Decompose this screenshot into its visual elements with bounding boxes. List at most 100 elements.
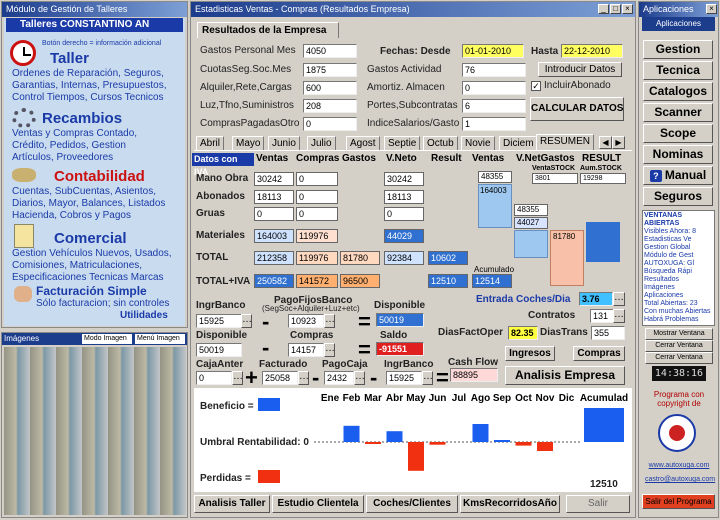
saldo-value[interactable]: -91551: [376, 342, 424, 356]
row-value[interactable]: 119976: [296, 251, 338, 265]
tab-junio[interactable]: Junio: [268, 136, 300, 150]
tab-resumen[interactable]: RESUMEN: [536, 134, 595, 150]
row-value[interactable]: 141572: [296, 274, 338, 288]
pagocaja-more-button[interactable]: …: [354, 371, 365, 385]
row-value[interactable]: 30242: [384, 172, 424, 186]
close-button[interactable]: ×: [622, 4, 633, 14]
caja-value[interactable]: 0: [196, 371, 232, 385]
section-comercial-title[interactable]: Comercial: [54, 230, 127, 247]
fact-simple-title[interactable]: Facturación Simple: [36, 284, 147, 298]
row-value[interactable]: 119976: [296, 229, 338, 243]
caja-more-button[interactable]: …: [232, 371, 243, 385]
row-value[interactable]: 0: [296, 207, 338, 221]
calcular-datos-button[interactable]: CALCULAR DATOS: [530, 97, 624, 121]
tab-octub[interactable]: Octub: [423, 136, 458, 150]
ingrbanco2-value[interactable]: 15925: [386, 371, 422, 385]
pagofijos-more-button[interactable]: …: [324, 314, 335, 328]
row-value[interactable]: 0: [296, 172, 338, 186]
gastos-personal-input[interactable]: 4050: [303, 44, 357, 58]
ingrbanco2-more-button[interactable]: …: [422, 371, 433, 385]
tab-diciem[interactable]: Diciem: [499, 136, 538, 150]
gastos-actividad-input[interactable]: 76: [462, 63, 526, 77]
menu-imagen-dropdown[interactable]: Menú Imagen: [135, 334, 185, 344]
document-icon[interactable]: [14, 224, 34, 248]
row-value[interactable]: 12510: [428, 274, 468, 288]
clock-icon[interactable]: [10, 40, 36, 66]
incluir-abonado-checkbox[interactable]: ✓: [531, 81, 541, 91]
section-recambios-title[interactable]: Recambios: [42, 110, 123, 127]
ingresos-button[interactable]: Ingresos: [505, 346, 555, 361]
contratos-value[interactable]: 131: [590, 309, 614, 323]
left-window-titlebar[interactable]: Módulo de Gestión de Talleres: [2, 2, 187, 17]
tecnica-button[interactable]: Tecnica: [643, 61, 713, 80]
list-item[interactable]: Resultados: [644, 276, 680, 283]
open-windows-list[interactable]: VENTANAS ABIERTAS Visibles Ahora: 8 Esta…: [642, 210, 715, 326]
entrada-coches-value[interactable]: 3.76: [579, 292, 613, 306]
analisis-taller-button[interactable]: Analisis Taller: [194, 495, 270, 513]
row-value[interactable]: 250582: [254, 274, 294, 288]
section-contabilidad-title[interactable]: Contabilidad: [54, 168, 145, 185]
introducir-datos-button[interactable]: Introducir Datos: [538, 62, 622, 77]
list-item[interactable]: Módulo de Gest: [644, 252, 694, 259]
tab-novie[interactable]: Novie: [461, 136, 495, 150]
row-value[interactable]: 44029: [384, 229, 424, 243]
diastrans-value[interactable]: 355: [591, 326, 625, 340]
compras-value[interactable]: 14157: [288, 343, 324, 357]
kms-recorridos-button[interactable]: KmsRecorridosAño: [460, 495, 560, 513]
tab-scroll-right-button[interactable]: ▶: [612, 136, 625, 149]
gestion-button[interactable]: Gestion: [643, 40, 713, 59]
list-item[interactable]: Aplicaciones: [644, 292, 684, 299]
portes-input[interactable]: 6: [462, 99, 526, 113]
diasfact-value[interactable]: 82.35: [508, 326, 538, 340]
utilidades-link[interactable]: Utilidades: [120, 310, 168, 321]
row-value[interactable]: 92384: [384, 251, 424, 265]
row-value[interactable]: 30242: [254, 172, 294, 186]
hasta-date-input[interactable]: 22-12-2010: [561, 44, 623, 58]
list-item[interactable]: Búsqueda Rápi: [644, 268, 692, 275]
tab-agost[interactable]: Agost: [346, 136, 380, 150]
apps-titlebar[interactable]: Aplicaciones: [639, 2, 718, 17]
row-value[interactable]: 164003: [254, 229, 294, 243]
apps-close-button[interactable]: ×: [706, 4, 717, 14]
nominas-button[interactable]: Nominas: [643, 145, 713, 164]
row-value[interactable]: 10602: [428, 251, 468, 265]
pagofijos-value[interactable]: 10923: [288, 314, 324, 328]
scanner-button[interactable]: Scanner: [643, 103, 713, 122]
cuotas-input[interactable]: 1875: [303, 63, 357, 77]
mostrar-ventana-button[interactable]: Mostrar Ventana: [645, 328, 713, 340]
hand-icon[interactable]: [14, 286, 32, 302]
modo-imagen-dropdown[interactable]: Modo Imagen: [82, 334, 132, 344]
row-value[interactable]: 18113: [254, 190, 294, 204]
indice-salarios-input[interactable]: 1: [462, 117, 526, 131]
minimize-button[interactable]: _: [598, 4, 609, 14]
list-item[interactable]: Estadisticas Ve: [644, 236, 692, 243]
coches-clientes-button[interactable]: Coches/Clientes: [366, 495, 458, 513]
section-taller-title[interactable]: Taller: [50, 50, 89, 67]
list-item[interactable]: Imágenes: [644, 284, 675, 291]
compras-pagadas-input[interactable]: 0: [303, 117, 357, 131]
row-value[interactable]: 81780: [340, 251, 380, 265]
cashflow-value[interactable]: 88895: [450, 368, 498, 382]
row-value[interactable]: 212358: [254, 251, 294, 265]
luz-input[interactable]: 208: [303, 99, 357, 113]
maximize-button[interactable]: □: [610, 4, 621, 14]
estudio-clientela-button[interactable]: Estudio Clientela: [272, 495, 364, 513]
compras-more-button[interactable]: …: [324, 343, 335, 357]
pagocaja-value[interactable]: 2432: [324, 371, 354, 385]
alquiler-input[interactable]: 600: [303, 81, 357, 95]
tab-abril[interactable]: Abril: [196, 136, 225, 150]
cerrar-ventana-button[interactable]: Cerrar Ventana: [645, 340, 713, 352]
row-value[interactable]: 0: [296, 190, 338, 204]
email-link[interactable]: castro@autoxuga.com: [645, 476, 716, 483]
salir-programa-button[interactable]: Salir del Programa: [642, 494, 715, 509]
catalogos-button[interactable]: Catalogos: [643, 82, 713, 101]
analisis-empresa-button[interactable]: Analisis Empresa: [505, 366, 625, 385]
results-tab[interactable]: Resultados de la Empresa: [197, 22, 339, 38]
row-value[interactable]: 96500: [340, 274, 380, 288]
tab-julio[interactable]: Julio: [307, 136, 336, 150]
disponible2-value[interactable]: 50019: [196, 343, 242, 357]
scope-button[interactable]: Scope: [643, 124, 713, 143]
salir-button[interactable]: Salir: [566, 495, 630, 513]
desde-date-input[interactable]: 01-01-2010: [462, 44, 524, 58]
image-thumbnail-grid[interactable]: [4, 347, 186, 515]
